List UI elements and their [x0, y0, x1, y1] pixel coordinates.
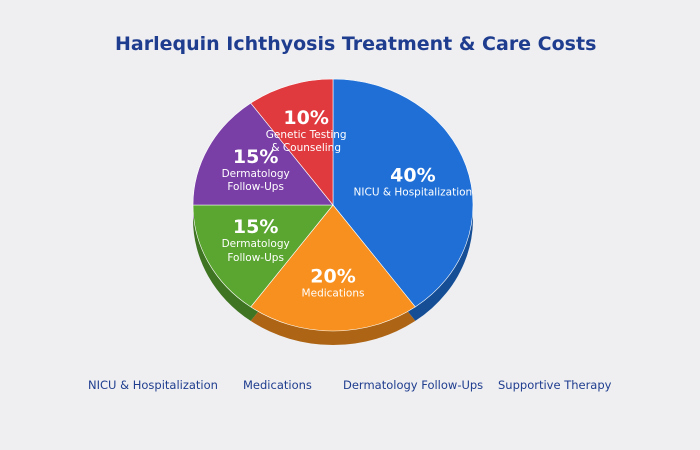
slice-percent: 20%: [310, 265, 356, 288]
legend-label: Supportive Therapy: [498, 378, 612, 392]
slice-name: Medications: [301, 287, 365, 300]
slice: [192, 102, 334, 206]
legend-label: NICU & Hospitalization: [88, 378, 218, 392]
slice: [250, 78, 334, 206]
slice: [192, 204, 334, 308]
chart-title: Harlequin Ichthyosis Treatment & Care Co…: [115, 33, 597, 55]
slice-name: Dermatology Follow-Ups: [221, 167, 290, 193]
slice-percent: 40%: [390, 164, 436, 187]
legend-item: Dermatology Follow-Ups: [343, 378, 483, 392]
slice-label: 15% Dermatology Follow-Ups: [210, 216, 302, 264]
slice-percent: 15%: [232, 145, 279, 168]
legend-item: NICU & Hospitalization: [88, 378, 218, 392]
slice-label: 15% Dermatology Follow-Ups: [210, 145, 302, 193]
slice: [332, 78, 474, 308]
slice-name: NICU & Hospitalization: [353, 186, 473, 199]
slice-label: 40% NICU & Hospitalization: [348, 164, 478, 199]
legend-item: Supportive Therapy: [498, 378, 611, 392]
slice-label: 20% Medications: [287, 266, 379, 301]
slice-label: 10% Genetic Testing & Counseling: [260, 107, 352, 155]
slice-name: Genetic Testing & Counseling: [265, 128, 347, 154]
slice-percent: 10%: [283, 106, 329, 129]
legend-label: Medications: [243, 378, 312, 392]
slice: [250, 204, 416, 332]
slice-percent: 15%: [232, 216, 279, 239]
slice-name: Dermatology Follow-Ups: [221, 238, 290, 264]
legend-item: Medications: [243, 378, 312, 392]
legend-label: Dermatology Follow-Ups: [343, 378, 484, 392]
